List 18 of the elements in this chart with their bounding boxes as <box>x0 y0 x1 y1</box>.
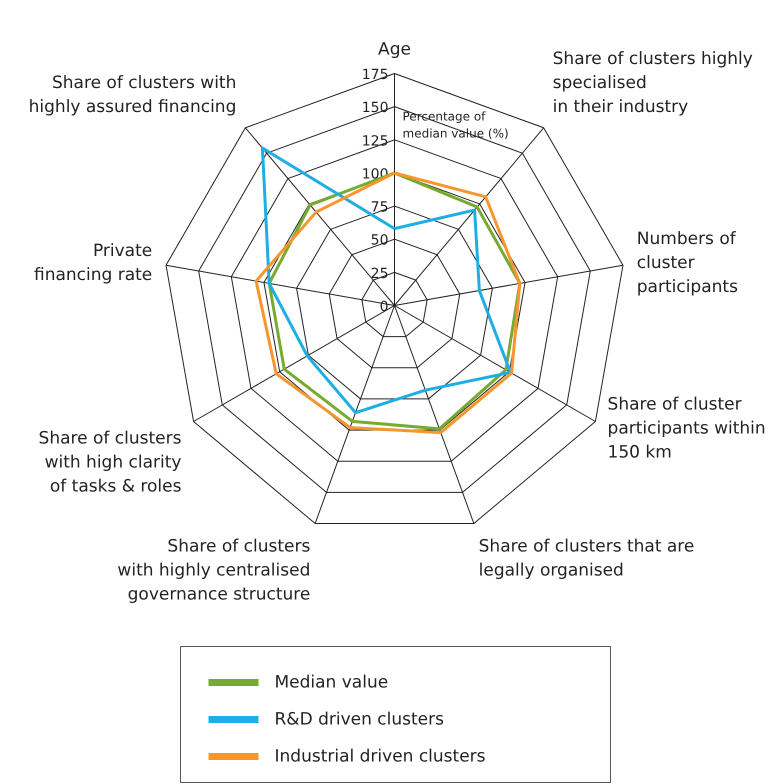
legend-label: Median value <box>274 672 388 692</box>
y-tick-label: 75 <box>370 200 389 216</box>
y-tick-label: 50 <box>370 232 389 249</box>
y-tick-label: 125 <box>362 133 389 150</box>
y-tick-label: 25 <box>370 266 389 282</box>
spoke-label: Private financing rate <box>34 240 152 285</box>
legend-label: R&D driven clusters <box>274 710 444 730</box>
spoke-label: Share of clusters with highly centralised governance structure <box>117 536 311 605</box>
spoke-label: Share of clusters that are legally organised <box>478 536 694 581</box>
y-tick-label: 150 <box>362 100 389 116</box>
spoke-label: Numbers of cluster participants <box>636 228 738 297</box>
y-tick-label: 175 <box>362 67 389 83</box>
spoke-label: Share of clusters with highly assured financing <box>28 73 236 118</box>
spoke-label: Age <box>378 40 411 60</box>
spoke-label: Share of cluster participants within 150 km <box>608 394 766 462</box>
legend-label: Industrial driven clusters <box>274 746 486 766</box>
spoke-label: Share of clusters highly specialised in their industry <box>552 49 753 118</box>
spoke-label: Share of clusters with high clarity of tasks & roles <box>38 428 182 496</box>
